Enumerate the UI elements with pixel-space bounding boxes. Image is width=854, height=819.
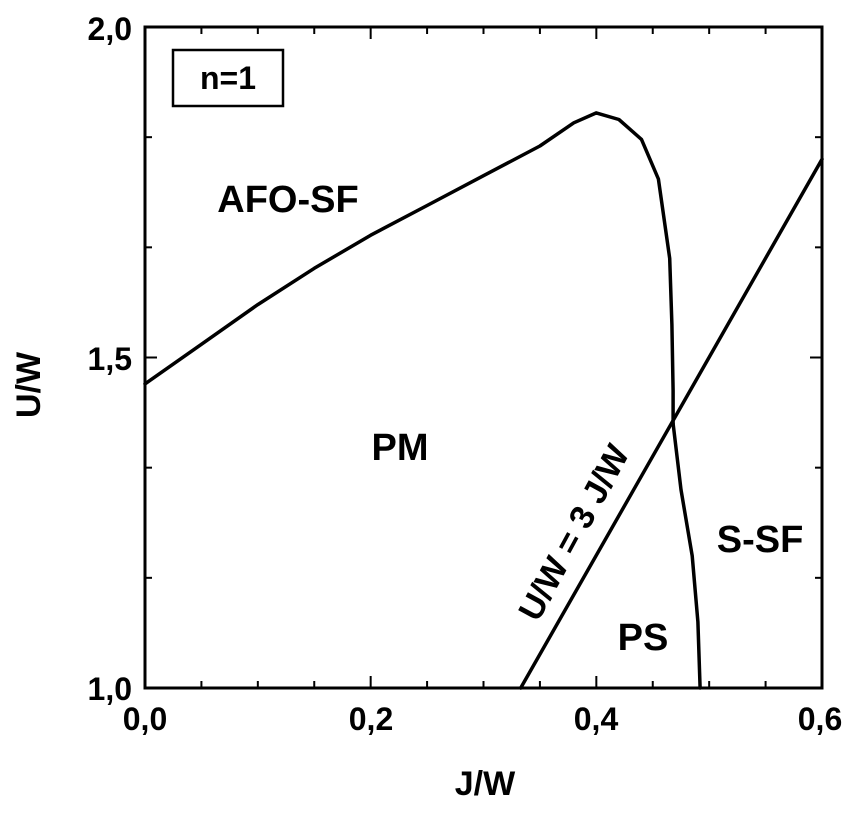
y-tick-label: 2,0 xyxy=(88,11,132,47)
region-label-ps: PS xyxy=(618,617,669,659)
x-tick-label: 0,6 xyxy=(798,701,842,737)
boundary-afo-sf-pm xyxy=(143,111,675,426)
boundary-ps-s-sf xyxy=(671,421,702,690)
region-label-afo-sf: AFO-SF xyxy=(217,179,358,221)
line-annotation: U/W = 3 J/W xyxy=(511,438,637,627)
y-axis-label: U/W xyxy=(10,351,48,418)
y-tick-label: 1,0 xyxy=(88,671,132,707)
legend-box-text: n=1 xyxy=(200,60,256,96)
line-u-equals-3j xyxy=(518,157,824,690)
x-tick-label: 0,0 xyxy=(123,701,167,737)
region-label-pm: PM xyxy=(372,427,429,469)
y-tick-label: 1,5 xyxy=(88,341,132,377)
legend-box xyxy=(171,48,285,108)
region-label-s-sf: S-SF xyxy=(717,519,804,561)
x-tick-label: 0,2 xyxy=(349,701,393,737)
plot-frame xyxy=(143,25,824,690)
x-tick-label: 0,4 xyxy=(574,701,619,737)
x-axis-label: J/W xyxy=(455,765,516,803)
